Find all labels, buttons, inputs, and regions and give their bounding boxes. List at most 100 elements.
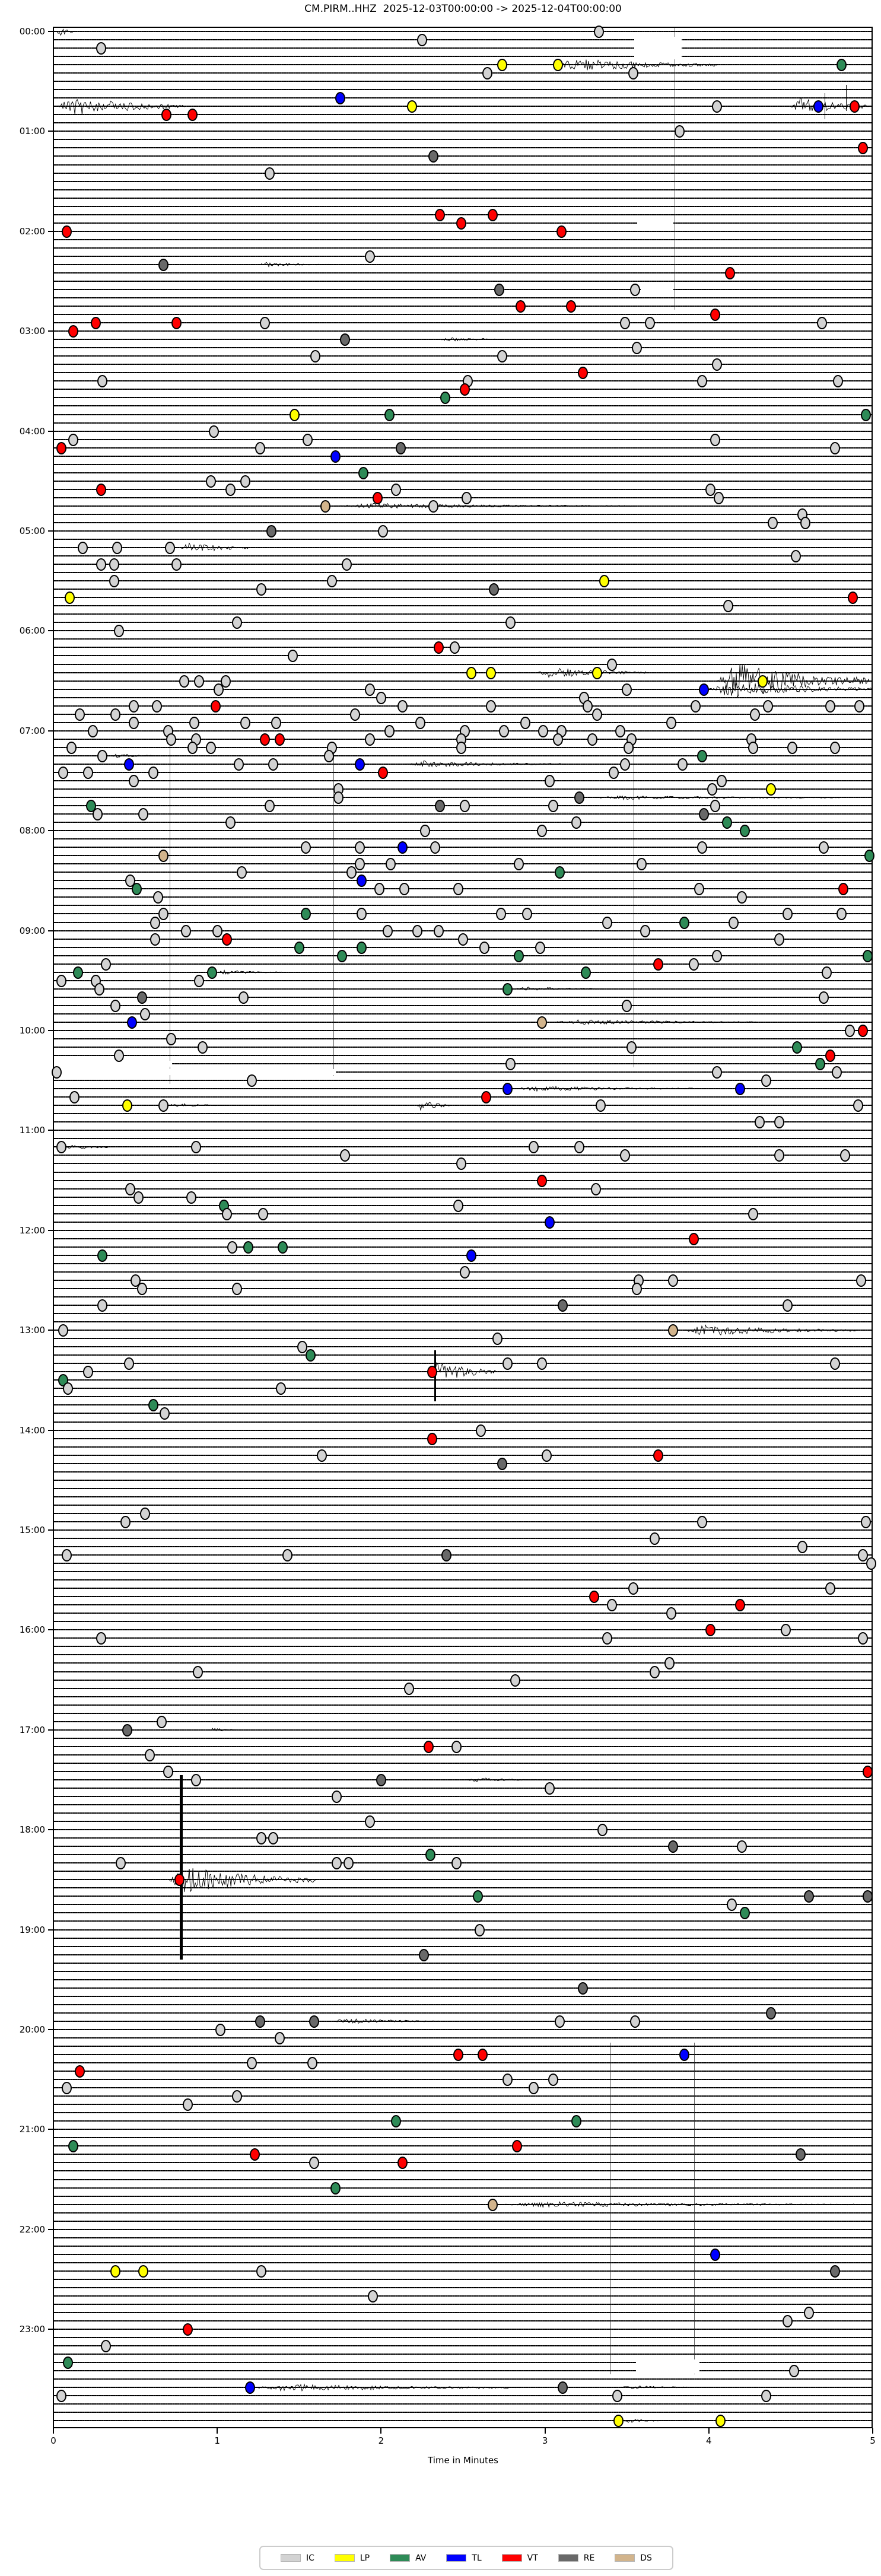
event-marker-IC <box>620 317 631 330</box>
event-marker-VT <box>423 1740 434 1753</box>
trace-line <box>54 1155 872 1156</box>
event-marker-IC <box>554 2015 565 2028</box>
trace-line <box>54 822 872 823</box>
trace-line <box>54 155 872 157</box>
legend-item-VT: VT <box>501 2553 538 2563</box>
event-marker-TL <box>123 758 134 771</box>
event-marker-IC <box>797 1541 807 1553</box>
trace-line <box>54 263 872 265</box>
event-marker-IC <box>100 958 111 971</box>
event-marker-IC <box>502 1357 513 1370</box>
trace-line <box>54 2262 872 2263</box>
event-marker-VT <box>566 300 577 313</box>
trace-line <box>54 2312 872 2314</box>
event-marker-AV <box>336 949 347 962</box>
event-marker-IC <box>844 1024 855 1037</box>
legend-swatch-LP <box>334 2554 355 2562</box>
trace-line <box>54 721 872 723</box>
event-marker-IC <box>56 1141 67 1154</box>
legend-label: IC <box>306 2553 314 2563</box>
event-marker-IC <box>748 741 758 754</box>
trace-line <box>54 655 872 657</box>
event-marker-IC <box>545 774 555 787</box>
event-marker-IC <box>268 1832 278 1845</box>
trace-line <box>54 1496 872 1497</box>
seismic-signal <box>515 987 603 991</box>
event-marker-IC <box>667 1274 678 1287</box>
event-marker-VT <box>259 733 270 746</box>
event-marker-VT <box>536 1174 547 1187</box>
seismic-signal <box>168 1868 316 1893</box>
event-marker-RE <box>255 2015 265 2028</box>
event-marker-VT <box>377 766 388 779</box>
trace-line <box>54 2354 872 2355</box>
event-marker-RE <box>574 791 585 804</box>
trace-line <box>54 1013 872 1015</box>
trace-line <box>54 1363 872 1365</box>
event-marker-IC <box>166 1032 177 1045</box>
event-marker-IC <box>623 741 634 754</box>
trace-line <box>54 1779 872 1780</box>
event-marker-IC <box>354 841 365 854</box>
seismic-signal <box>110 753 155 758</box>
trace-line <box>54 788 872 790</box>
trace-line <box>54 1846 872 1847</box>
event-marker-IC <box>502 2073 513 2087</box>
trace-line <box>54 880 872 882</box>
trace-line <box>54 1438 872 1439</box>
event-marker-VT <box>182 2323 193 2336</box>
trace-line <box>54 1462 872 1464</box>
event-marker-AV <box>861 408 872 421</box>
event-marker-AV <box>554 866 565 879</box>
event-marker-LP <box>766 783 777 796</box>
event-marker-TL <box>502 1083 513 1096</box>
data-gap <box>640 287 674 293</box>
event-marker-IC <box>341 558 352 571</box>
hour-label: 22:00 <box>19 2224 45 2235</box>
trace-line <box>54 1637 872 1639</box>
event-marker-AV <box>207 966 218 979</box>
event-marker-IC <box>666 716 676 729</box>
event-marker-IC <box>100 2340 111 2353</box>
event-marker-IC <box>631 342 642 355</box>
trace-line <box>54 1429 872 1431</box>
legend-item-IC: IC <box>280 2553 314 2563</box>
trace-line <box>54 1679 872 1681</box>
trace-line <box>54 280 872 282</box>
trace-line <box>54 680 872 682</box>
event-marker-IC <box>451 1857 462 1870</box>
event-marker-VT <box>653 1449 663 1462</box>
trace-line <box>54 913 872 915</box>
trace-line <box>54 47 872 49</box>
event-marker-VT <box>589 1591 599 1604</box>
event-marker-IC <box>545 1782 555 1795</box>
data-gap <box>635 2359 700 2374</box>
event-marker-AV <box>581 966 591 979</box>
event-marker-VT <box>61 225 72 238</box>
data-gap <box>61 1069 336 1076</box>
trace-line <box>54 1138 872 1140</box>
event-marker-IC <box>87 724 98 737</box>
event-marker-RE <box>558 1299 568 1312</box>
event-marker-IC <box>156 1715 167 1728</box>
trace-line <box>54 1096 872 1098</box>
event-marker-DS <box>667 1324 678 1337</box>
trace-line <box>54 1787 872 1789</box>
event-marker-IC <box>831 1066 842 1079</box>
trace-line <box>54 1130 872 1131</box>
hour-tick <box>48 1130 53 1131</box>
x-tick-label: 3 <box>542 2435 548 2446</box>
trace-line <box>54 1504 872 1506</box>
trace-line <box>54 2154 872 2155</box>
event-marker-IC <box>416 34 427 47</box>
trace-line <box>54 164 872 166</box>
event-marker-IC <box>856 1274 867 1287</box>
event-marker-IC <box>307 2057 317 2070</box>
event-marker-RE <box>699 808 709 821</box>
event-marker-IC <box>754 1116 765 1129</box>
trace-line <box>54 921 872 923</box>
hour-tick <box>48 1330 53 1331</box>
trace-line <box>54 2220 872 2222</box>
x-tick <box>380 2428 382 2434</box>
event-marker-IC <box>829 441 840 454</box>
